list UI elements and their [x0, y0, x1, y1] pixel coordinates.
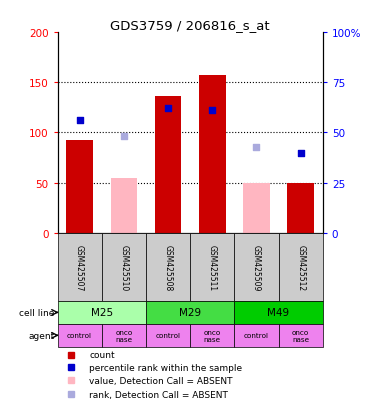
Text: agent: agent: [29, 331, 55, 340]
Text: value, Detection Call = ABSENT: value, Detection Call = ABSENT: [89, 376, 233, 385]
Text: control: control: [67, 332, 92, 339]
Point: [209, 108, 215, 114]
Bar: [234, 301, 323, 324]
Bar: [58, 324, 102, 347]
Text: control: control: [155, 332, 181, 339]
Point: [165, 106, 171, 112]
Text: onco
nase: onco nase: [115, 329, 132, 342]
Bar: [155, 97, 181, 233]
Bar: [66, 140, 93, 233]
Point: [121, 134, 127, 140]
Text: percentile rank within the sample: percentile rank within the sample: [89, 363, 243, 372]
Text: GSM425511: GSM425511: [208, 244, 217, 290]
Text: count: count: [89, 351, 115, 359]
Bar: [102, 324, 146, 347]
Text: M29: M29: [179, 308, 201, 318]
Bar: [146, 301, 234, 324]
Text: rank, Detection Call = ABSENT: rank, Detection Call = ABSENT: [89, 390, 228, 399]
Bar: [58, 233, 102, 301]
Bar: [190, 324, 234, 347]
Point: [77, 118, 83, 124]
Text: onco
nase: onco nase: [204, 329, 221, 342]
Text: GSM425508: GSM425508: [164, 244, 173, 290]
Bar: [146, 324, 190, 347]
Bar: [102, 233, 146, 301]
Bar: [279, 324, 323, 347]
Bar: [234, 324, 279, 347]
Text: GSM425512: GSM425512: [296, 244, 305, 290]
Text: onco
nase: onco nase: [292, 329, 309, 342]
Bar: [288, 183, 314, 233]
Text: GSM425510: GSM425510: [119, 244, 128, 290]
Point: [253, 144, 259, 150]
Bar: [279, 233, 323, 301]
Title: GDS3759 / 206816_s_at: GDS3759 / 206816_s_at: [110, 19, 270, 32]
Bar: [243, 183, 270, 233]
Bar: [199, 76, 226, 233]
Text: M49: M49: [267, 308, 290, 318]
Bar: [190, 233, 234, 301]
Text: cell line: cell line: [19, 308, 55, 317]
Bar: [234, 233, 279, 301]
Text: GSM425509: GSM425509: [252, 244, 261, 290]
Point: [298, 150, 303, 157]
Text: M25: M25: [91, 308, 113, 318]
Text: GSM425507: GSM425507: [75, 244, 84, 290]
Bar: [146, 233, 190, 301]
Text: control: control: [244, 332, 269, 339]
Bar: [111, 178, 137, 233]
Bar: [58, 301, 146, 324]
